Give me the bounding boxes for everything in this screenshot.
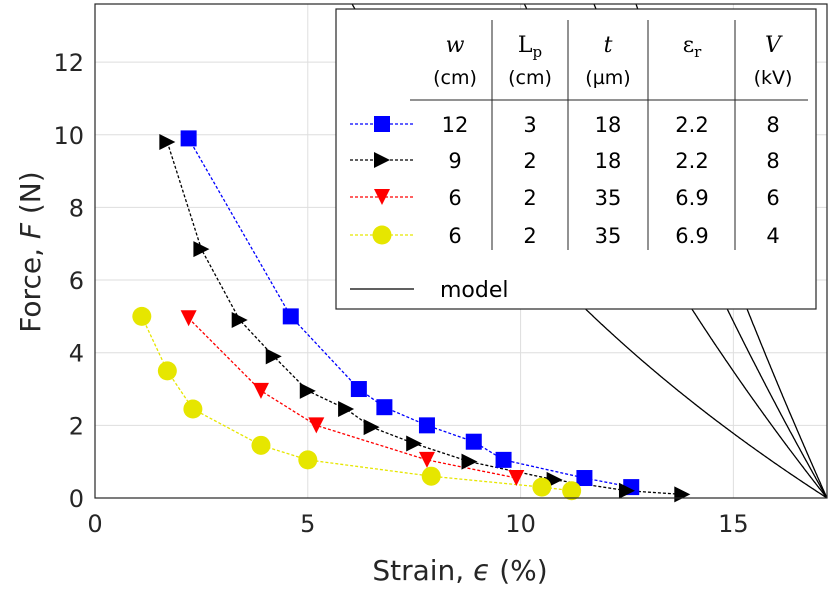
- legend-cell: 8: [766, 113, 779, 137]
- legend-cell: 6: [766, 186, 779, 210]
- data-point-series-1: [495, 451, 512, 468]
- data-point-series-1: [350, 381, 367, 398]
- data-point-series-2: [265, 348, 282, 365]
- x-tick-label: 15: [718, 510, 749, 538]
- data-point-series-4: [532, 477, 552, 497]
- data-point-series-3: [252, 382, 269, 399]
- data-point-series-2: [299, 382, 316, 399]
- legend-cell: 2: [523, 186, 536, 210]
- data-point-series-1: [282, 308, 299, 325]
- data-point-series-1: [465, 433, 482, 450]
- series-markers: [132, 130, 691, 503]
- legend-column-header: V: [765, 33, 783, 58]
- legend-cell: 3: [523, 113, 536, 137]
- y-tick-label: 8: [69, 194, 84, 222]
- data-point-series-3: [180, 310, 197, 327]
- x-axis-title: Strain, ϵ (%): [372, 554, 547, 587]
- data-point-series-4: [251, 435, 271, 455]
- data-point-series-4: [183, 399, 203, 419]
- data-point-series-1: [418, 417, 435, 434]
- legend-cell: 2: [523, 224, 536, 248]
- data-point-series-3: [308, 417, 325, 434]
- legend-cell: 35: [595, 186, 622, 210]
- legend-box: [335, 8, 817, 310]
- data-point-series-4: [298, 450, 318, 470]
- x-tick-labels: 0 5 10 15: [87, 510, 748, 538]
- x-tick-label: 0: [87, 510, 102, 538]
- y-axis-title: Force, F (N): [14, 171, 47, 332]
- legend-marker-series-2: [374, 152, 390, 168]
- legend-marker-series-3: [374, 189, 390, 205]
- legend-cell: 35: [595, 224, 622, 248]
- data-point-series-2: [363, 419, 380, 436]
- legend-marker-series-4: [372, 225, 392, 245]
- y-tick-label: 0: [69, 485, 84, 513]
- y-tick-label: 4: [69, 340, 84, 368]
- data-point-series-1: [576, 470, 593, 487]
- legend-column-unit: (µm): [585, 67, 630, 89]
- data-point-series-2: [618, 482, 635, 499]
- legend-cell: 6.9: [675, 186, 708, 210]
- data-point-series-4: [132, 306, 152, 326]
- legend-cell: 8: [766, 149, 779, 173]
- x-tick-label: 5: [300, 510, 315, 538]
- data-point-series-4: [421, 466, 441, 486]
- legend-cell: 6: [448, 186, 461, 210]
- legend-model-entry: model: [350, 278, 509, 303]
- legend-model-label: model: [440, 278, 509, 303]
- legend-cell: 6: [448, 224, 461, 248]
- legend-table-header: w (cm) Lp (cm) t (µm) εr V (kV): [433, 33, 792, 89]
- legend-cell: 2.2: [675, 113, 708, 137]
- y-tick-label: 10: [53, 122, 84, 150]
- data-point-series-2: [231, 312, 248, 329]
- legend: w (cm) Lp (cm) t (µm) εr V (kV) 12 3 18 2.2 8 9 2 18 2.2…: [335, 8, 817, 310]
- data-point-series-1: [180, 130, 197, 147]
- y-tick-labels: 0 2 4 6 8 10 12: [53, 49, 84, 513]
- data-point-series-4: [562, 481, 582, 501]
- y-tick-label: 12: [53, 49, 84, 77]
- legend-cell: 6.9: [675, 224, 708, 248]
- data-point-series-3: [418, 451, 435, 468]
- legend-cell: 18: [595, 113, 622, 137]
- legend-table-rows: 12 3 18 2.2 8 9 2 18 2.2 8 6 2 35 6.9 6 6 2 35 6.9 4: [350, 113, 780, 248]
- x-tick-label: 10: [505, 510, 536, 538]
- plot-frame: [94, 3, 828, 499]
- y-tick-label: 6: [69, 267, 84, 295]
- y-tick-label: 2: [69, 412, 84, 440]
- legend-cell: 4: [766, 224, 779, 248]
- legend-column-unit: (cm): [433, 67, 477, 89]
- data-point-series-2: [193, 241, 210, 258]
- data-point-series-2: [406, 435, 423, 452]
- legend-column-header: w: [446, 33, 465, 58]
- legend-column-header: Lp: [518, 33, 542, 61]
- data-point-series-2: [461, 453, 478, 470]
- data-point-series-2: [159, 134, 176, 151]
- legend-cell: 2: [523, 149, 536, 173]
- legend-column-unit: (kV): [754, 67, 793, 89]
- legend-column-header: t: [604, 33, 613, 58]
- legend-column-unit: (cm): [508, 67, 552, 89]
- legend-cell: 9: [448, 149, 461, 173]
- data-point-series-1: [376, 399, 393, 416]
- data-point-series-3: [508, 470, 525, 487]
- legend-cell: 12: [442, 113, 469, 137]
- legend-column-header: εr: [683, 33, 702, 61]
- legend-table-lines: [410, 20, 808, 250]
- legend-cell: 18: [595, 149, 622, 173]
- legend-marker-series-1: [374, 116, 390, 132]
- data-point-series-4: [157, 361, 177, 381]
- data-point-series-2: [338, 401, 355, 418]
- legend-cell: 2.2: [675, 149, 708, 173]
